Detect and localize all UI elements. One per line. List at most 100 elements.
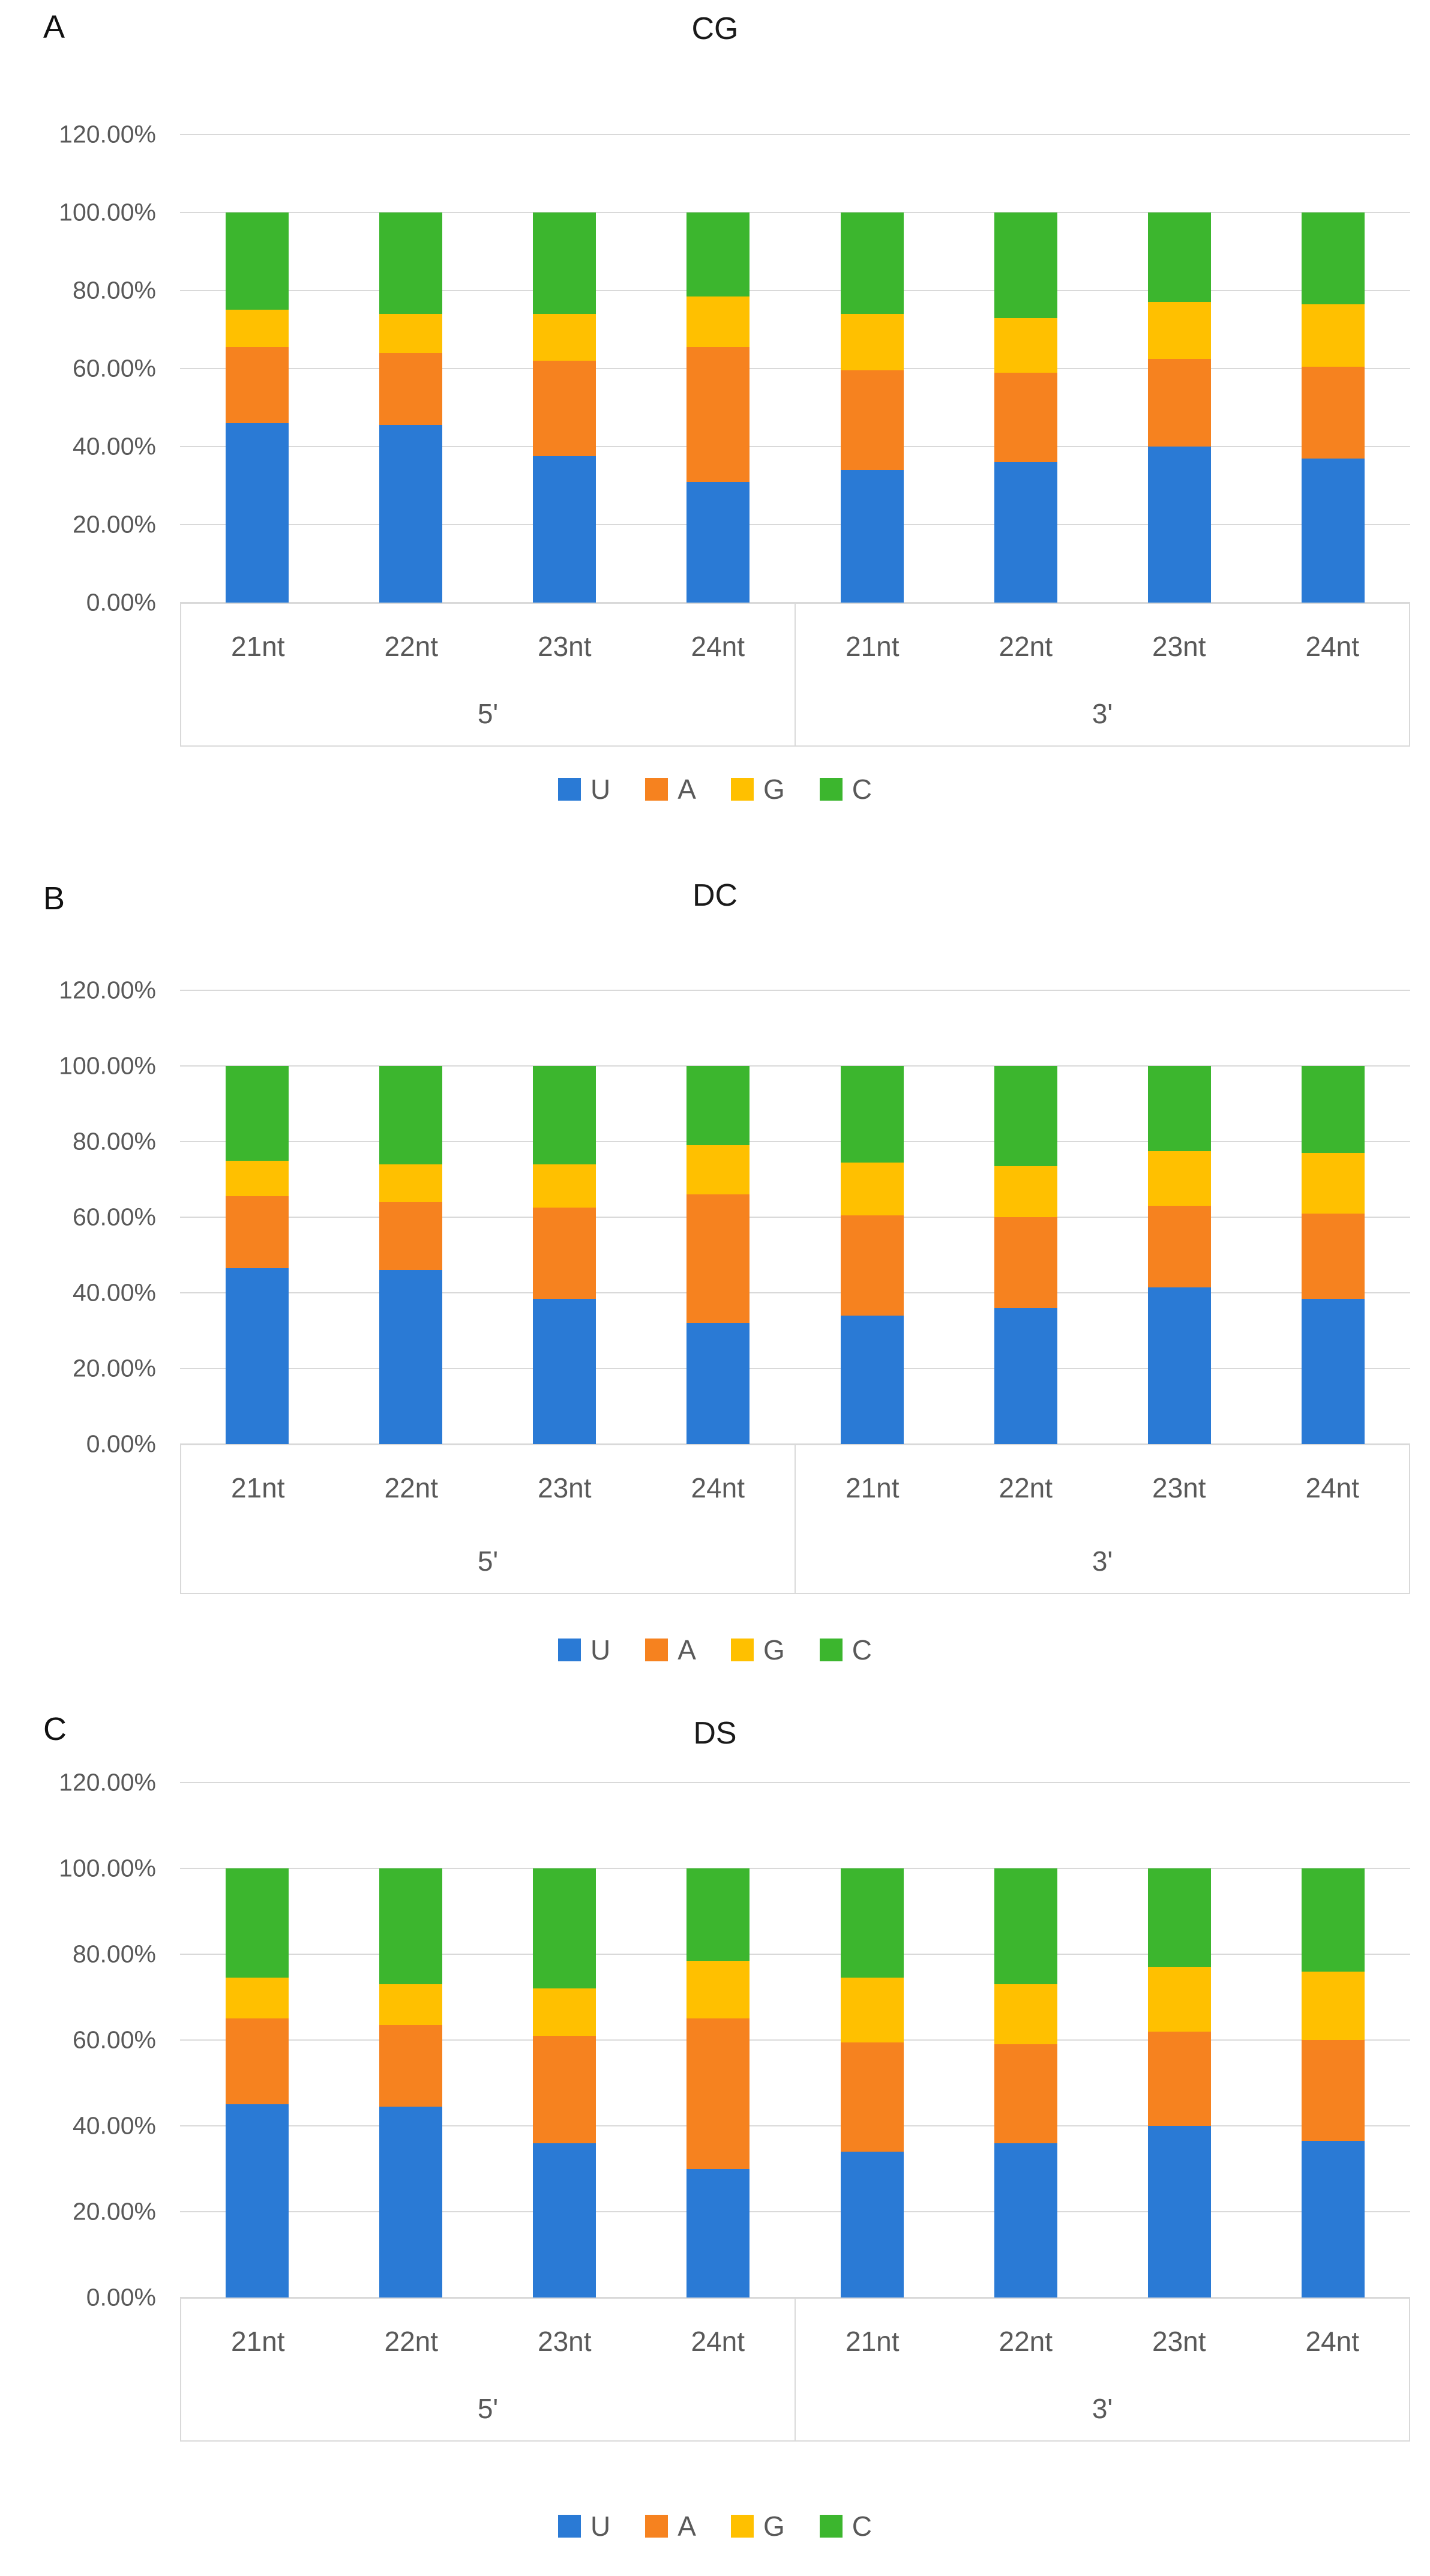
bar-segment-C <box>379 1066 442 1164</box>
stacked-bar-3prime-24nt <box>1302 1868 1365 2298</box>
bar-slot <box>949 1783 1102 2298</box>
x-category-label: 23nt <box>537 2326 592 2357</box>
legend-label-A: A <box>677 1634 696 1666</box>
bar-group-3prime <box>795 134 1410 603</box>
category-group: 21nt 22nt 23nt 24nt 3' <box>795 604 1409 745</box>
legend-label-U: U <box>590 774 611 805</box>
bar-segment-G <box>840 313 904 371</box>
stacked-bar-3prime-24nt <box>1302 212 1365 603</box>
gridline <box>180 2211 1410 2212</box>
bar-segment-C <box>840 212 904 314</box>
stacked-bar-3prime-23nt <box>1148 212 1212 603</box>
stacked-bar-3prime-23nt <box>1148 1066 1212 1444</box>
stacked-bar-3prime-21nt <box>840 212 904 603</box>
bar-segment-A <box>533 1208 596 1299</box>
legend-label-G: G <box>763 2511 785 2542</box>
stacked-bar-5prime-21nt <box>225 212 289 603</box>
y-axis-tick-label: 80.00% <box>72 1127 156 1155</box>
gridline <box>180 1141 1410 1142</box>
bar-group-5prime <box>180 1783 795 2298</box>
category-group: 21nt 22nt 23nt 24nt 3' <box>795 2299 1409 2440</box>
legend-swatch-G <box>730 1639 754 1661</box>
legend-label-U: U <box>590 2511 611 2542</box>
bar-slot <box>1103 1783 1257 2298</box>
x-category-label: 24nt <box>691 1472 745 1503</box>
bar-segment-U <box>840 1315 904 1444</box>
gridline <box>180 1868 1410 1869</box>
legend-label-A: A <box>677 774 696 805</box>
x-category-label: 24nt <box>1305 1472 1360 1503</box>
bar-segment-U <box>686 1323 750 1444</box>
bar-segment-C <box>1302 1066 1365 1153</box>
bar-slot <box>1257 1783 1410 2298</box>
bar-segment-G <box>533 313 596 361</box>
bar-slot <box>641 134 795 603</box>
bar-segment-A <box>1302 2040 1365 2141</box>
y-axis-tick-label: 120.00% <box>59 1768 156 1796</box>
y-axis-tick-label: 60.00% <box>72 2026 156 2054</box>
x-category-label: 24nt <box>691 2326 745 2357</box>
legend-swatch-U <box>558 1639 581 1661</box>
x-group-label: 5' <box>477 1545 499 1577</box>
bar-segment-U <box>1302 2141 1365 2298</box>
bar-group-5prime <box>180 990 795 1444</box>
bar-groups <box>180 134 1410 603</box>
legend-swatch-C <box>819 778 843 801</box>
y-axis-tick-label: 100.00% <box>59 1052 156 1080</box>
x-category-label: 23nt <box>1152 631 1206 662</box>
gridline <box>180 1782 1410 1783</box>
x-group-label: 3' <box>1092 2393 1113 2424</box>
chart-panel-B: B DC 120.00% 100.00% 80.00% 60.00% 40.00% 20.00… <box>0 846 1430 1699</box>
bar-slot <box>488 990 641 1444</box>
gridline <box>180 446 1410 447</box>
bar-segment-C <box>994 1868 1057 1985</box>
bar-segment-C <box>533 212 596 314</box>
bar-segment-U <box>1148 447 1212 603</box>
plot-area <box>180 990 1410 1445</box>
bar-segment-C <box>1148 1066 1212 1151</box>
x-category-label: 24nt <box>1305 2326 1360 2357</box>
bar-segment-C <box>225 212 289 310</box>
bar-segment-U <box>994 2143 1057 2298</box>
legend-label-G: G <box>763 1634 785 1666</box>
gridline <box>180 368 1410 369</box>
panel-letter: C <box>43 1711 67 1747</box>
x-group-label: 3' <box>1092 1545 1113 1577</box>
bar-segment-G <box>994 317 1057 373</box>
panel-letter: A <box>43 9 65 45</box>
bar-segment-G <box>1148 302 1212 359</box>
legend-swatch-C <box>819 2515 843 2538</box>
bar-slot <box>180 134 334 603</box>
chart-title: DC <box>692 878 738 913</box>
legend-item-G: G <box>730 1634 785 1666</box>
bar-segment-G <box>994 1984 1057 2045</box>
category-axis-box: 21nt 22nt 23nt 24nt 5' 21nt 22nt 23nt 24nt 3' <box>180 2298 1410 2442</box>
legend-swatch-U <box>558 778 581 801</box>
x-group-label: 3' <box>1092 698 1113 729</box>
stacked-bar-3prime-24nt <box>1302 1066 1365 1444</box>
bar-segment-U <box>379 2106 442 2298</box>
bar-segment-G <box>686 1145 750 1195</box>
bar-segment-U <box>533 2143 596 2298</box>
panel-letter: B <box>43 880 65 916</box>
y-axis-tick-label: 100.00% <box>59 1854 156 1882</box>
legend-item-G: G <box>730 2510 785 2542</box>
bar-segment-G <box>225 1978 289 2019</box>
bar-segment-U <box>379 425 442 603</box>
x-group-label: 5' <box>477 698 499 729</box>
bar-slot <box>795 134 949 603</box>
bar-segment-A <box>994 372 1057 462</box>
category-axis-box: 21nt 22nt 23nt 24nt 5' 21nt 22nt 23nt 24nt 3' <box>180 603 1410 747</box>
bar-segment-A <box>840 370 904 470</box>
bar-segment-U <box>225 2104 289 2298</box>
bar-segment-A <box>379 352 442 426</box>
gridline <box>180 290 1410 291</box>
y-axis-tick-label: 120.00% <box>59 120 156 148</box>
legend-swatch-A <box>645 778 668 801</box>
category-row: 21nt 22nt 23nt 24nt <box>181 1472 795 1504</box>
legend-swatch-A <box>645 2515 668 2538</box>
x-category-label: 21nt <box>230 631 285 662</box>
legend-item-U: U <box>558 773 610 805</box>
